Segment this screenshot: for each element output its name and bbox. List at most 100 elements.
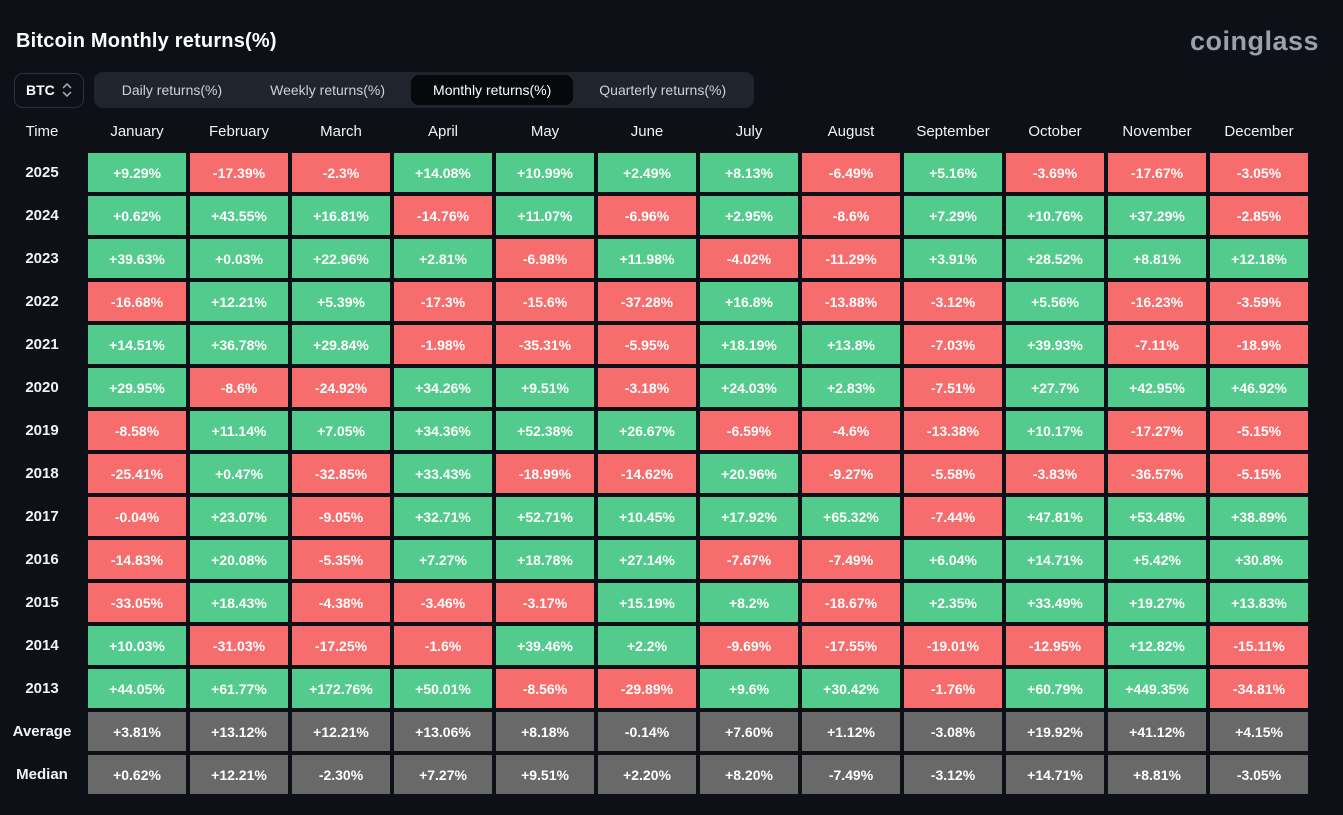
row-label: 2019 [25, 422, 59, 439]
return-cell: -3.12% [904, 282, 1002, 321]
column-header-september: September [916, 122, 990, 140]
return-cell: -15.6% [496, 282, 594, 321]
row-label: 2016 [25, 551, 59, 568]
return-cell: -36.57% [1108, 454, 1206, 493]
return-cell: +13.8% [802, 325, 900, 364]
return-cell: +10.45% [598, 497, 696, 536]
return-cell: +8.2% [700, 583, 798, 622]
return-cell: +65.32% [802, 497, 900, 536]
coinglass-logo: coinglass [1189, 25, 1319, 56]
return-cell: +11.14% [190, 411, 288, 450]
return-cell: +12.21% [190, 755, 288, 794]
tab-monthly-returns[interactable]: Monthly returns(%) [411, 75, 574, 105]
top-bar: Bitcoin Monthly returns(%) coinglass [0, 0, 1343, 58]
return-cell: +12.18% [1210, 239, 1308, 278]
table-row-2016: 2016 -14.83% +20.08% -5.35% +7.27% +18.78% +27… [0, 540, 1343, 579]
return-cell: +18.43% [190, 583, 288, 622]
return-cell: -3.18% [598, 368, 696, 407]
return-cell: +16.81% [292, 196, 390, 235]
return-cell: -31.03% [190, 626, 288, 665]
return-cell: -7.03% [904, 325, 1002, 364]
return-cell: -8.6% [802, 196, 900, 235]
return-cell: -3.46% [394, 583, 492, 622]
return-cell: +2.49% [598, 153, 696, 192]
return-cell: +13.83% [1210, 583, 1308, 622]
return-cell: +2.35% [904, 583, 1002, 622]
return-cell: +13.12% [190, 712, 288, 751]
return-cell: +22.96% [292, 239, 390, 278]
return-cell: -7.49% [802, 755, 900, 794]
return-cell: -1.6% [394, 626, 492, 665]
return-cell: +23.07% [190, 497, 288, 536]
return-cell: -37.28% [598, 282, 696, 321]
tab-daily-returns[interactable]: Daily returns(%) [100, 75, 244, 105]
row-label: 2017 [25, 508, 59, 525]
tab-weekly-returns[interactable]: Weekly returns(%) [248, 75, 407, 105]
return-cell: -7.51% [904, 368, 1002, 407]
coin-select[interactable]: BTC [14, 72, 84, 108]
return-cell: +33.49% [1006, 583, 1104, 622]
return-cell: +7.60% [700, 712, 798, 751]
return-cell: +19.27% [1108, 583, 1206, 622]
return-cell: -14.62% [598, 454, 696, 493]
return-cell: +0.47% [190, 454, 288, 493]
return-cell: -16.23% [1108, 282, 1206, 321]
return-cell: +20.96% [700, 454, 798, 493]
return-cell: +30.42% [802, 669, 900, 708]
column-header-february: February [208, 122, 270, 140]
return-cell: -2.85% [1210, 196, 1308, 235]
return-cell: +172.76% [292, 669, 390, 708]
page-title: Bitcoin Monthly returns(%) [16, 29, 277, 52]
return-cell: +6.04% [904, 540, 1002, 579]
table-body: 2025 +9.29% -17.39% -2.3% +14.08% +10.99% +2.4… [0, 153, 1343, 794]
return-cell: -6.98% [496, 239, 594, 278]
tab-quarterly-returns[interactable]: Quarterly returns(%) [577, 75, 748, 105]
return-cell: -17.27% [1108, 411, 1206, 450]
return-cell: -8.56% [496, 669, 594, 708]
column-header-march: March [320, 122, 362, 140]
return-cell: +2.95% [700, 196, 798, 235]
return-cell: -11.29% [802, 239, 900, 278]
return-cell: +27.14% [598, 540, 696, 579]
return-cell: -13.88% [802, 282, 900, 321]
return-cell: +1.12% [802, 712, 900, 751]
return-cell: -3.12% [904, 755, 1002, 794]
return-cell: -3.17% [496, 583, 594, 622]
return-cell: -9.05% [292, 497, 390, 536]
return-cell: +36.78% [190, 325, 288, 364]
return-cell: +41.12% [1108, 712, 1206, 751]
return-cell: -1.76% [904, 669, 1002, 708]
return-cell: +7.05% [292, 411, 390, 450]
return-cell: +14.71% [1006, 755, 1104, 794]
row-label: 2021 [25, 336, 59, 353]
return-cell: -2.3% [292, 153, 390, 192]
return-cell: +3.81% [88, 712, 186, 751]
return-cell: -5.15% [1210, 454, 1308, 493]
column-header-october: October [1028, 122, 1082, 140]
return-cell: -3.83% [1006, 454, 1104, 493]
return-cell: -17.55% [802, 626, 900, 665]
return-cell: +33.43% [394, 454, 492, 493]
table-row-2015: 2015 -33.05% +18.43% -4.38% -3.46% -3.17% +15.… [0, 583, 1343, 622]
return-cell: -17.3% [394, 282, 492, 321]
return-cell: -32.85% [292, 454, 390, 493]
return-cell: -33.05% [88, 583, 186, 622]
column-header-june: June [630, 122, 664, 140]
table-row-2023: 2023 +39.63% +0.03% +22.96% +2.81% -6.98% +11.… [0, 239, 1343, 278]
return-cell: -35.31% [496, 325, 594, 364]
return-cell: +9.6% [700, 669, 798, 708]
return-cell: +5.56% [1006, 282, 1104, 321]
table-row-2013: 2013 +44.05% +61.77% +172.76% +50.01% -8.56% -… [0, 669, 1343, 708]
return-cell: -24.92% [292, 368, 390, 407]
return-cell: +3.91% [904, 239, 1002, 278]
return-cell: +14.51% [88, 325, 186, 364]
return-cell: +7.29% [904, 196, 1002, 235]
return-cell: -18.67% [802, 583, 900, 622]
return-cell: +0.62% [88, 196, 186, 235]
return-cell: +52.71% [496, 497, 594, 536]
column-header-january: January [110, 122, 164, 140]
return-cell: -9.27% [802, 454, 900, 493]
return-cell: +7.27% [394, 540, 492, 579]
return-cell: +19.92% [1006, 712, 1104, 751]
table-row-2020: 2020 +29.95% -8.6% -24.92% +34.26% +9.51% -3.1… [0, 368, 1343, 407]
